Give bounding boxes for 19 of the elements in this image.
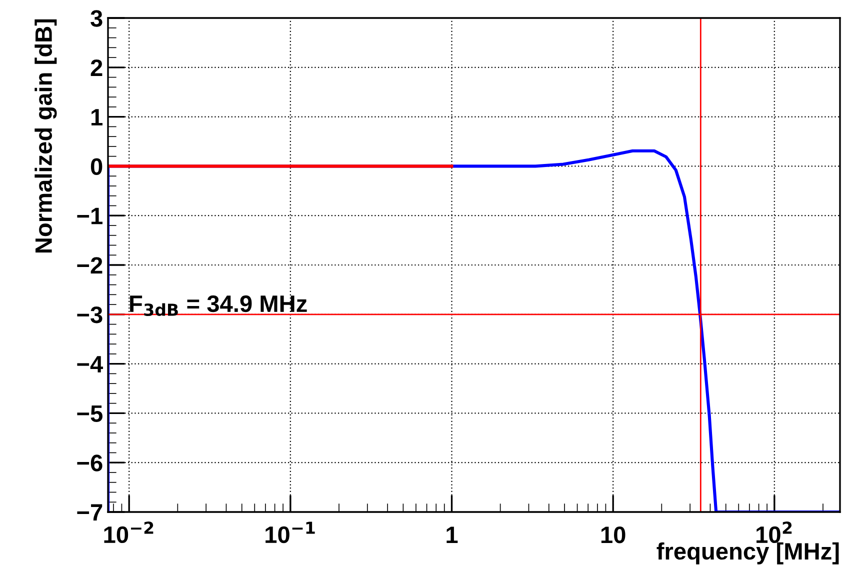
x-tick-label: 10$^{−2}$: [104, 522, 154, 544]
y-tick-label: −3: [77, 306, 102, 324]
y-tick-label: −4: [77, 356, 104, 372]
y-tick-label: −5: [77, 406, 102, 422]
y-tick-label: 1: [91, 109, 102, 126]
x-axis-title: frequency [MHz]: [656, 542, 839, 564]
y-tick-label: −1: [77, 208, 102, 224]
x-tick-label: 1: [446, 526, 458, 543]
y-tick-label: −2: [77, 257, 102, 274]
y-tick-label: −6: [77, 454, 102, 472]
y-tick-label: 2: [90, 59, 102, 76]
x-tick-label: 10: [601, 526, 626, 544]
x-tick-label: 10$^{2}$: [756, 522, 792, 544]
y-tick-label: −7: [77, 504, 102, 521]
x-tick-label: 10$^{−1}$: [266, 522, 315, 544]
y-tick-label: 3: [90, 10, 102, 27]
y-axis-title: Normalized gain [dB]: [34, 19, 57, 253]
y-tick-label: 0: [90, 158, 102, 175]
annotation: F$_{3dB}$ = 34.9 MHz: [130, 295, 307, 316]
